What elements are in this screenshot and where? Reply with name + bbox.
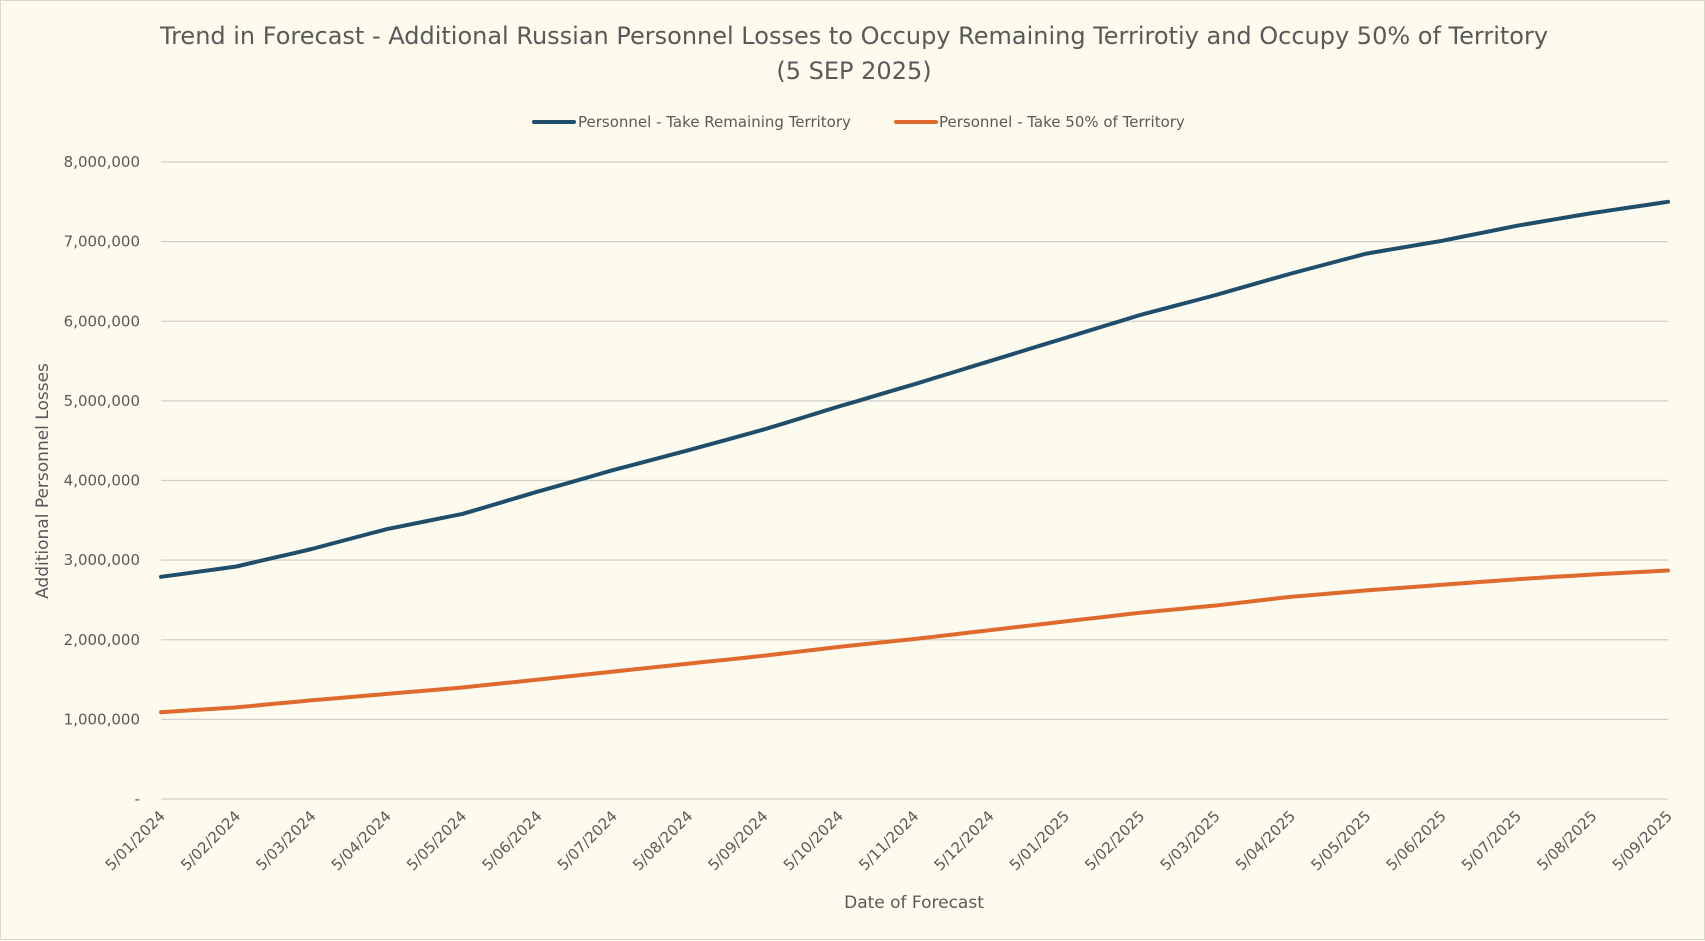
x-tick-label: 5/10/2024 — [780, 807, 847, 874]
legend-label: Personnel - Take 50% of Territory — [939, 113, 1185, 131]
gridlines — [161, 161, 1668, 800]
y-axis-title: Additional Personnel Losses — [33, 363, 53, 599]
legend: Personnel - Take Remaining Territory Pers… — [532, 113, 1185, 131]
x-tick-label: 5/01/2024 — [102, 807, 169, 874]
x-tick-label: 5/04/2024 — [328, 807, 395, 874]
x-tick-label: 5/02/2025 — [1081, 807, 1148, 874]
series-line-2 — [159, 568, 1670, 715]
x-tick-label: 5/03/2024 — [252, 807, 319, 874]
x-tick-label: 5/02/2024 — [177, 807, 244, 874]
x-tick-label: 5/06/2024 — [478, 807, 545, 874]
x-tick-label: 5/08/2024 — [629, 807, 696, 874]
y-tick-label: 2,000,000 — [64, 631, 140, 649]
x-tick-label: 5/12/2024 — [931, 807, 998, 874]
y-tick-label: 3,000,000 — [64, 551, 140, 569]
x-tick-label: 5/07/2025 — [1458, 807, 1525, 874]
legend-item: Personnel - Take Remaining Territory — [532, 113, 851, 131]
y-tick-label: 6,000,000 — [64, 312, 140, 330]
legend-item: Personnel - Take 50% of Territory — [894, 113, 1185, 131]
x-tick-label: 5/04/2025 — [1232, 807, 1299, 874]
series-lines — [159, 199, 1670, 715]
y-tick-label: 1,000,000 — [64, 710, 140, 728]
series-line-1 — [159, 199, 1670, 579]
y-tick-label: 4,000,000 — [64, 472, 140, 490]
x-tick-label: 5/09/2025 — [1609, 807, 1676, 874]
x-tick-label: 5/01/2025 — [1006, 807, 1073, 874]
x-axis-ticks: 5/01/2024 5/02/2024 5/03/2024 5/04/2024 5/05… — [102, 807, 1676, 874]
x-tick-label: 5/07/2024 — [554, 807, 621, 874]
x-tick-label: 5/05/2025 — [1307, 807, 1374, 874]
x-tick-label: 5/05/2024 — [403, 807, 470, 874]
y-tick-label: 5,000,000 — [64, 392, 140, 410]
y-tick-label: - — [135, 790, 140, 808]
y-axis-ticks: - 1,000,000 2,000,000 3,000,000 4,000,000 5,0… — [64, 153, 140, 808]
x-tick-label: 5/11/2024 — [855, 807, 922, 874]
x-tick-label: 5/08/2025 — [1533, 807, 1600, 874]
x-tick-label: 5/06/2025 — [1383, 807, 1450, 874]
chart-subtitle: (5 SEP 2025) — [776, 57, 931, 85]
chart-title: Trend in Forecast - Additional Russian P… — [159, 22, 1548, 50]
x-tick-label: 5/03/2025 — [1157, 807, 1224, 874]
legend-label: Personnel - Take Remaining Territory — [578, 113, 851, 131]
y-tick-label: 7,000,000 — [64, 233, 140, 251]
y-tick-label: 8,000,000 — [64, 153, 140, 171]
x-tick-label: 5/09/2024 — [705, 807, 772, 874]
x-axis-title: Date of Forecast — [844, 893, 984, 913]
